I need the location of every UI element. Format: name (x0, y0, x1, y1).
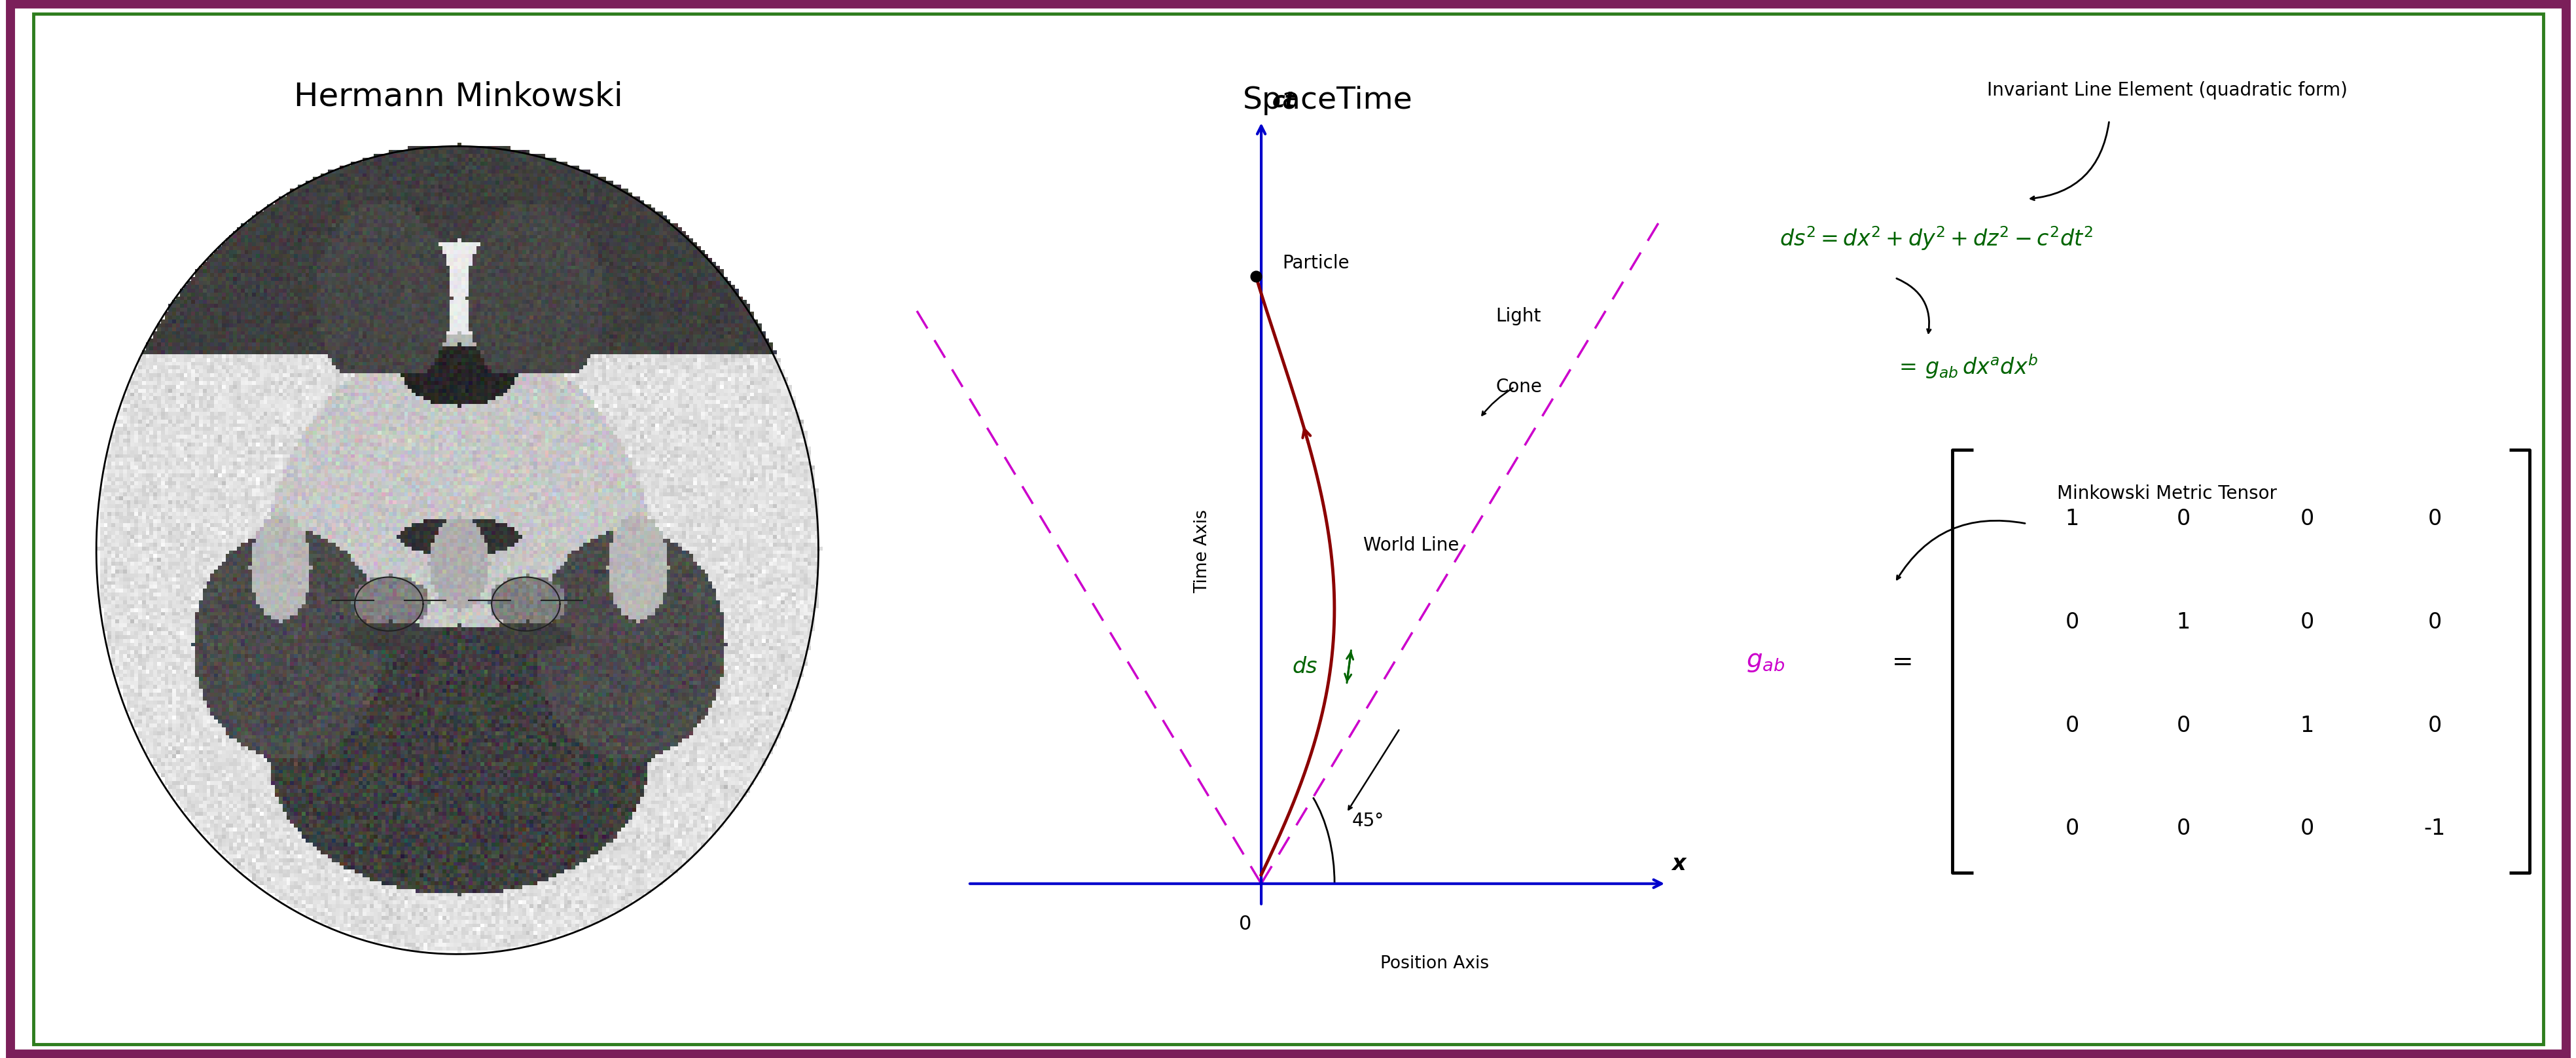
Text: Position Axis: Position Axis (1381, 955, 1489, 972)
Text: 0: 0 (2177, 714, 2190, 736)
Text: 0: 0 (2066, 612, 2079, 633)
Text: 0: 0 (2066, 818, 2079, 840)
Text: 0: 0 (2427, 714, 2442, 736)
Text: 1: 1 (2177, 612, 2190, 633)
Text: Particle: Particle (1283, 254, 1350, 272)
Text: Cone: Cone (1497, 378, 1543, 397)
Text: $= \, g_{ab} \, dx^a dx^b$: $= \, g_{ab} \, dx^a dx^b$ (1893, 352, 2038, 380)
Text: 0: 0 (2300, 818, 2313, 840)
Text: 0: 0 (2300, 508, 2313, 530)
Text: Light: Light (1497, 307, 1540, 326)
Text: Hermann Minkowski: Hermann Minkowski (294, 80, 623, 112)
Text: -1: -1 (2424, 818, 2445, 840)
Text: 0: 0 (2300, 612, 2313, 633)
Text: World Line: World Line (1363, 536, 1458, 554)
Text: 0: 0 (2066, 714, 2079, 736)
Text: $ds^2 = dx^2 + dy^2 + dz^2 - c^2dt^2$: $ds^2 = dx^2 + dy^2 + dz^2 - c^2dt^2$ (1780, 224, 2092, 252)
Text: 0: 0 (2427, 508, 2442, 530)
Text: 0: 0 (2177, 508, 2190, 530)
Text: x: x (1672, 853, 1685, 875)
Text: Invariant Line Element (quadratic form): Invariant Line Element (quadratic form) (1986, 80, 2347, 99)
Text: $=$: $=$ (1886, 649, 1911, 674)
Text: Time Axis: Time Axis (1193, 509, 1211, 594)
Text: 45°: 45° (1352, 813, 1383, 831)
Text: 1: 1 (2066, 508, 2079, 530)
Text: ds: ds (1291, 656, 1316, 677)
Text: 0: 0 (1239, 915, 1252, 934)
Text: ct: ct (1273, 91, 1296, 112)
Text: Minkowski Metric Tensor: Minkowski Metric Tensor (2056, 485, 2277, 503)
Text: $g_{ab}$: $g_{ab}$ (1747, 649, 1785, 674)
Text: 1: 1 (2300, 714, 2313, 736)
Text: SpaceTime: SpaceTime (1242, 86, 1412, 115)
Text: 0: 0 (2177, 818, 2190, 840)
Text: 0: 0 (2427, 612, 2442, 633)
